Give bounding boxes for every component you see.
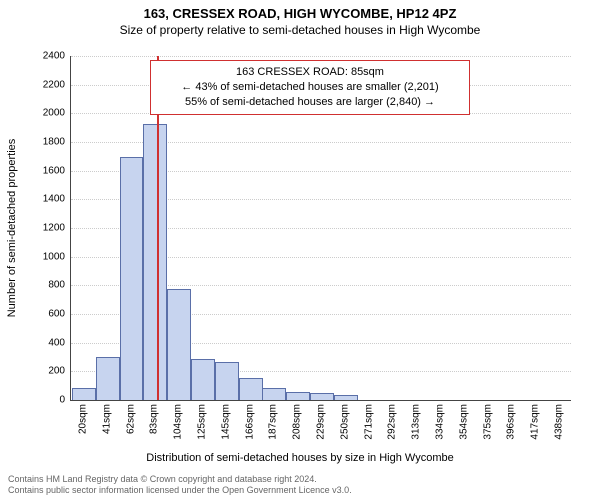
histogram-bar — [239, 378, 263, 401]
y-tick-label: 400 — [48, 337, 71, 348]
footer-line-2: Contains public sector information licen… — [8, 485, 592, 496]
histogram-bar — [72, 388, 96, 400]
x-tick-label: 375sqm — [482, 400, 493, 440]
y-tick-label: 800 — [48, 280, 71, 291]
y-tick-label: 2000 — [43, 108, 71, 119]
histogram-bar — [96, 357, 120, 400]
y-axis-label: Number of semi-detached properties — [6, 139, 18, 318]
x-tick-label: 166sqm — [244, 400, 255, 440]
histogram-bar — [262, 388, 286, 400]
x-tick-label: 313sqm — [411, 400, 422, 440]
footer-attribution: Contains HM Land Registry data © Crown c… — [8, 474, 592, 496]
y-tick-label: 200 — [48, 366, 71, 377]
x-tick-label: 83sqm — [149, 400, 160, 434]
histogram-bar — [286, 392, 310, 400]
y-tick-label: 1600 — [43, 165, 71, 176]
x-tick-label: 396sqm — [506, 400, 517, 440]
info-box-line: 163 CRESSEX ROAD: 85sqm — [159, 65, 461, 80]
x-tick-label: 334sqm — [435, 400, 446, 440]
histogram-bar — [120, 157, 144, 400]
histogram-bar — [191, 359, 215, 400]
x-tick-label: 145sqm — [220, 400, 231, 440]
y-tick-label: 1000 — [43, 251, 71, 262]
x-tick-label: 250sqm — [339, 400, 350, 440]
y-tick-label: 2400 — [43, 51, 71, 62]
y-tick-label: 0 — [59, 395, 71, 406]
x-tick-label: 417sqm — [530, 400, 541, 440]
y-tick-label: 1200 — [43, 223, 71, 234]
chart-container: 163, CRESSEX ROAD, HIGH WYCOMBE, HP12 4P… — [0, 0, 600, 500]
info-box: 163 CRESSEX ROAD: 85sqm← 43% of semi-det… — [150, 60, 470, 115]
x-tick-label: 187sqm — [268, 400, 279, 440]
gridline — [71, 56, 571, 57]
x-tick-label: 438sqm — [554, 400, 565, 440]
footer-line-1: Contains HM Land Registry data © Crown c… — [8, 474, 592, 485]
x-tick-label: 125sqm — [196, 400, 207, 440]
x-tick-label: 62sqm — [125, 400, 136, 434]
x-axis-label: Distribution of semi-detached houses by … — [0, 452, 600, 464]
x-tick-label: 20sqm — [77, 400, 88, 434]
info-box-line: 55% of semi-detached houses are larger (… — [159, 95, 461, 110]
y-tick-label: 600 — [48, 309, 71, 320]
histogram-bar — [215, 362, 239, 400]
x-tick-label: 292sqm — [387, 400, 398, 440]
x-tick-label: 229sqm — [316, 400, 327, 440]
y-tick-label: 2200 — [43, 79, 71, 90]
x-tick-label: 271sqm — [363, 400, 374, 440]
y-tick-label: 1800 — [43, 137, 71, 148]
histogram-bar — [143, 124, 167, 400]
x-tick-label: 104sqm — [173, 400, 184, 440]
x-tick-label: 354sqm — [458, 400, 469, 440]
x-tick-label: 208sqm — [292, 400, 303, 440]
info-box-line: ← 43% of semi-detached houses are smalle… — [159, 80, 461, 95]
histogram-bar — [310, 393, 334, 400]
histogram-bar — [167, 289, 191, 400]
x-tick-label: 41sqm — [101, 400, 112, 434]
y-tick-label: 1400 — [43, 194, 71, 205]
